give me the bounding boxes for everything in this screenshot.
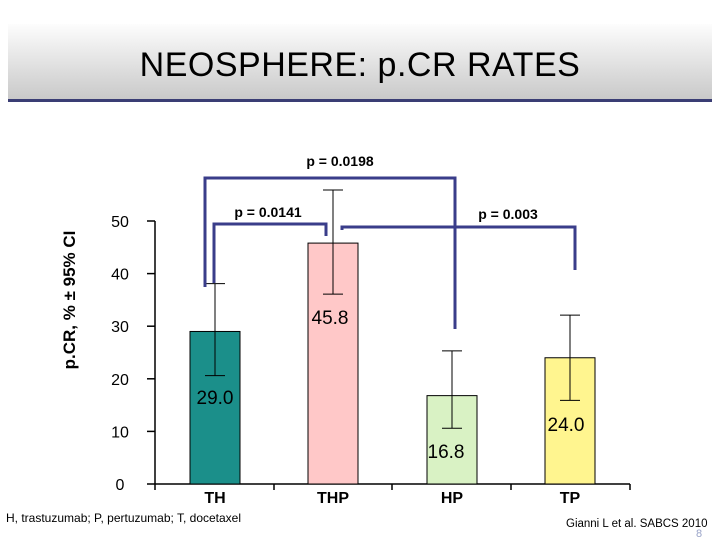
value-label: 24.0 [548, 415, 585, 436]
p-value-th-vs-hp: p = 0.0198 [306, 153, 374, 169]
category-label: TP [560, 490, 581, 507]
title-bar: NEOSPHERE: p.CR RATES [8, 24, 712, 102]
bracket-th-vs-thp [212, 222, 328, 283]
category-label: HP [441, 490, 464, 507]
y-tick-label: 50 [111, 214, 129, 231]
y-tick-label: 30 [111, 319, 129, 336]
category-label: THP [317, 490, 349, 507]
p-value-th-vs-thp: p = 0.0141 [234, 204, 302, 220]
value-label: 16.8 [428, 442, 465, 463]
y-tick-label: 10 [111, 424, 129, 441]
value-label: 45.8 [312, 308, 349, 329]
bracket-th-vs-hp [203, 176, 457, 329]
value-label: 29.0 [197, 388, 234, 409]
y-tick-label: 40 [111, 267, 129, 284]
p-value-thp-vs-tp: p = 0.003 [478, 206, 538, 222]
citation: Gianni L et al. SABCS 2010 [566, 518, 708, 530]
slide-title: NEOSPHERE: p.CR RATES [139, 46, 581, 84]
y-axis-label: p.CR, % ± 95% CI [60, 231, 79, 370]
abbreviation-footnote: H, trastuzumab; P, pertuzumab; T, doceta… [6, 511, 242, 525]
page-number: 8 [696, 528, 703, 540]
y-tick-label: 20 [111, 372, 129, 389]
y-tick-label: 0 [116, 477, 125, 494]
category-label: TH [204, 490, 225, 507]
bracket-thp-vs-tp [340, 225, 577, 270]
